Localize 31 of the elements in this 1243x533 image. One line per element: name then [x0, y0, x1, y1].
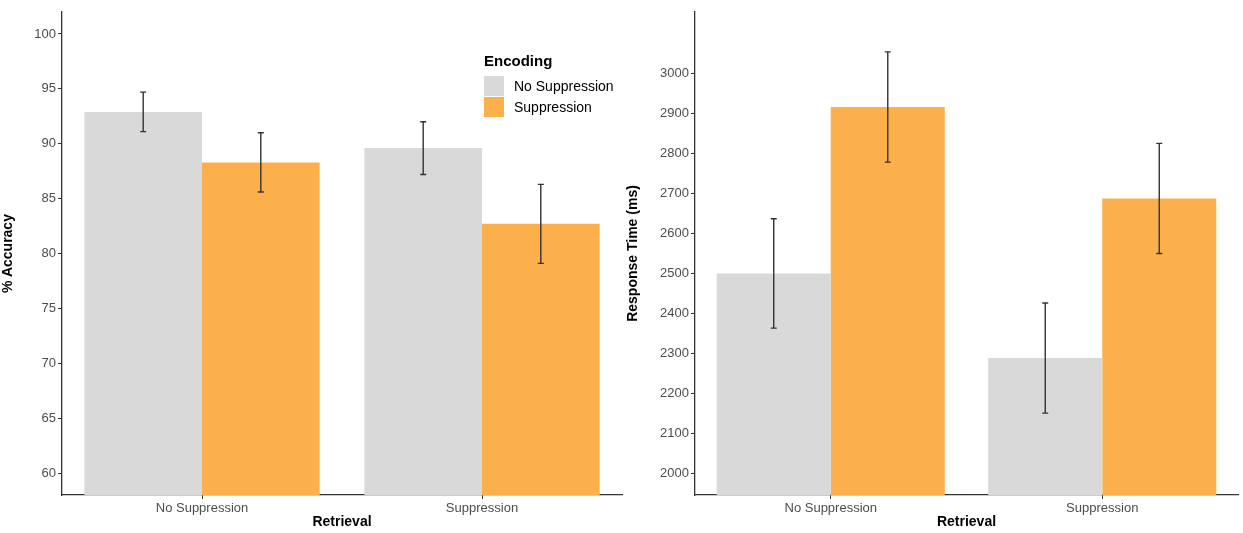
x-axis-title: Retrieval [312, 513, 372, 530]
legend-title: Encoding [484, 52, 554, 69]
x-tick-label: Suppression [1066, 500, 1139, 516]
x-tick-label: No Suppression [784, 500, 877, 516]
y-tick-label: 80 [41, 245, 56, 261]
legend-label: Suppression [514, 98, 592, 115]
y-tick-label: 85 [41, 190, 56, 206]
y-tick-label: 2500 [660, 265, 689, 281]
y-tick-label: 2600 [660, 225, 689, 241]
y-axis-title: % Accuracy [0, 213, 16, 293]
y-tick-label: 70 [41, 354, 56, 370]
y-tick-label: 75 [41, 299, 56, 315]
y-tick-label: 60 [41, 464, 56, 480]
y-tick-label: 2300 [660, 344, 689, 360]
y-tick-label: 3000 [660, 65, 689, 81]
y-tick-label: 2100 [660, 424, 689, 440]
y-tick-label: 65 [41, 409, 56, 425]
y-tick-label: 95 [41, 80, 56, 96]
legend-label: No Suppression [514, 77, 614, 94]
y-axis-title: Response Time (ms) [624, 185, 641, 322]
y-tick-label: 2900 [660, 105, 689, 121]
y-tick-label: 2700 [660, 185, 689, 201]
y-tick-label: 2000 [660, 464, 689, 480]
y-tick-label: 2200 [660, 384, 689, 400]
y-tick-label: 100 [34, 25, 56, 41]
y-tick-label: 90 [41, 135, 56, 151]
x-tick-label: Suppression [445, 500, 519, 516]
x-axis-title: Retrieval [936, 513, 997, 530]
x-tick-label: No Suppression [155, 500, 249, 516]
y-tick-label: 2400 [660, 304, 689, 320]
y-tick-label: 2800 [660, 145, 689, 161]
